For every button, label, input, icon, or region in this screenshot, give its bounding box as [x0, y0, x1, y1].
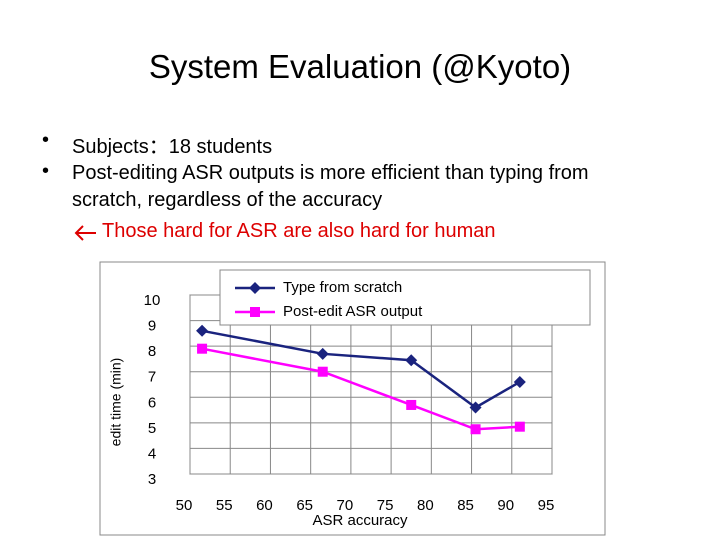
marker — [405, 354, 418, 367]
x-tick-label: 75 — [377, 497, 394, 514]
y-tick-label: 6 — [148, 394, 156, 411]
y-tick-label: 7 — [148, 369, 156, 386]
bullet-dot: • — [42, 160, 50, 182]
marker — [316, 347, 329, 360]
marker — [249, 282, 261, 294]
x-tick-label: 85 — [457, 497, 474, 514]
legend-box — [219, 269, 591, 326]
marker — [197, 343, 208, 354]
y-tick-label: 5 — [148, 420, 156, 437]
y-tick-label: 8 — [148, 343, 156, 360]
marker — [470, 424, 481, 435]
marker — [406, 399, 417, 410]
bullet: Subjects：18 students — [72, 136, 273, 158]
legend-label: Post-edit ASR output — [283, 303, 423, 320]
bullet: Post-editing ASR outputs is more efficie… — [72, 162, 589, 211]
x-tick-label: 70 — [337, 497, 354, 514]
marker — [317, 366, 328, 377]
marker — [469, 401, 482, 414]
marker — [196, 324, 209, 337]
slide-title: System Evaluation (@Kyoto) — [148, 48, 572, 85]
x-tick-label: 55 — [216, 497, 233, 514]
y-tick-label: 10 — [144, 292, 161, 309]
note: Those hard for ASR are also hard for hum… — [102, 220, 496, 242]
y-tick-label: 4 — [148, 445, 156, 462]
x-tick-label: 60 — [256, 497, 273, 514]
legend-label: Type from scratch — [283, 279, 402, 296]
bullet-dot: • — [42, 129, 50, 151]
marker — [513, 375, 526, 388]
x-tick-label: 95 — [538, 497, 555, 514]
x-tick-label: 65 — [296, 497, 313, 514]
marker — [250, 307, 260, 317]
marker — [514, 421, 525, 432]
x-tick-label: 90 — [497, 497, 514, 514]
y-axis-label: edit time (min) — [108, 358, 124, 447]
x-tick-label: 80 — [417, 497, 434, 514]
arrow-icon — [74, 225, 96, 241]
x-axis-label: ASR accuracy — [312, 512, 408, 529]
x-tick-label: 50 — [176, 497, 193, 514]
y-tick-label: 9 — [148, 318, 156, 335]
y-tick-label: 3 — [148, 471, 156, 488]
